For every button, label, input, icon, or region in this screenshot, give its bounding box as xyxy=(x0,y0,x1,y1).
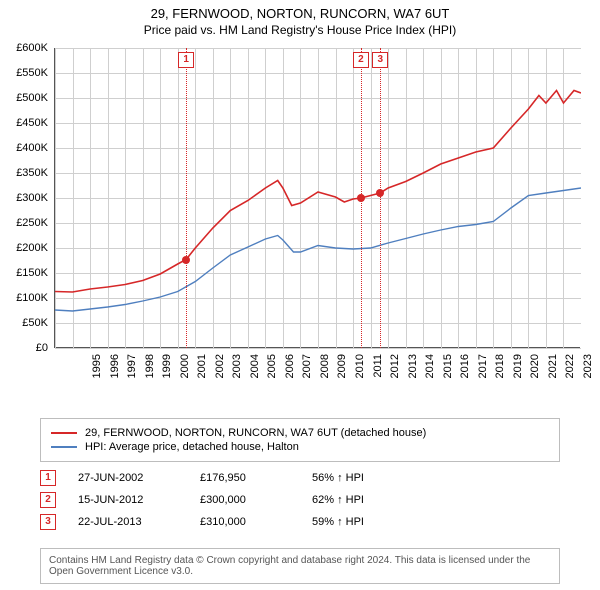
marker-number-icon: 1 xyxy=(178,52,194,68)
marker-number-icon: 3 xyxy=(372,52,388,68)
x-tick-label: 2019 xyxy=(512,354,524,394)
marker-dot-icon xyxy=(357,194,365,202)
x-tick-label: 2016 xyxy=(459,354,471,394)
transaction-marker-icon: 2 xyxy=(40,492,56,508)
x-tick-label: 2007 xyxy=(301,354,313,394)
legend-swatch xyxy=(51,446,77,448)
x-tick-label: 2022 xyxy=(564,354,576,394)
transaction-hpi: 59% ↑ HPI xyxy=(312,516,364,528)
x-tick-label: 2013 xyxy=(407,354,419,394)
x-tick-label: 2021 xyxy=(547,354,559,394)
chart: £0 £50K £100K £150K £200K £250K £300K £350K £400… xyxy=(0,40,600,410)
plot-area: 1 23 xyxy=(54,48,580,348)
x-tick-label: 2006 xyxy=(284,354,296,394)
x-tick-label: 2012 xyxy=(389,354,401,394)
transaction-price: £300,000 xyxy=(200,494,290,506)
transaction-hpi: 56% ↑ HPI xyxy=(312,472,364,484)
marker-dot-icon xyxy=(182,256,190,264)
transaction-price: £176,950 xyxy=(200,472,290,484)
marker-dashline xyxy=(380,48,381,348)
x-tick-label: 1997 xyxy=(126,354,138,394)
y-tick-label: £450K xyxy=(0,117,48,129)
transaction-marker-icon: 1 xyxy=(40,470,56,486)
transaction-date: 22-JUL-2013 xyxy=(78,516,178,528)
legend-label: HPI: Average price, detached house, Halt… xyxy=(85,441,299,453)
series-line xyxy=(55,188,581,311)
legend-swatch xyxy=(51,432,77,434)
transaction-hpi: 62% ↑ HPI xyxy=(312,494,364,506)
y-tick-label: £150K xyxy=(0,267,48,279)
y-tick-label: £100K xyxy=(0,292,48,304)
x-tick-label: 2009 xyxy=(336,354,348,394)
x-tick-label: 2001 xyxy=(196,354,208,394)
y-tick-label: £400K xyxy=(0,142,48,154)
legend-label: 29, FERNWOOD, NORTON, RUNCORN, WA7 6UT (… xyxy=(85,427,426,439)
y-tick-label: £0 xyxy=(0,342,48,354)
legend-row: HPI: Average price, detached house, Halt… xyxy=(51,441,549,453)
y-tick-label: £500K xyxy=(0,92,48,104)
x-tick-label: 2002 xyxy=(214,354,226,394)
x-tick-label: 2011 xyxy=(372,354,384,394)
x-tick-label: 2014 xyxy=(424,354,436,394)
page-title: 29, FERNWOOD, NORTON, RUNCORN, WA7 6UT xyxy=(0,0,600,21)
x-tick-label: 1995 xyxy=(91,354,103,394)
transaction-date: 15-JUN-2012 xyxy=(78,494,178,506)
x-tick-label: 2000 xyxy=(179,354,191,394)
x-tick-label: 2018 xyxy=(494,354,506,394)
x-tick-label: 1998 xyxy=(144,354,156,394)
transaction-table: 1 27-JUN-2002 £176,950 56% ↑ HPI 2 15-JU… xyxy=(40,464,560,536)
x-tick-label: 2005 xyxy=(266,354,278,394)
x-tick-label: 2017 xyxy=(477,354,489,394)
y-tick-label: £250K xyxy=(0,217,48,229)
y-tick-label: £200K xyxy=(0,242,48,254)
legend-row: 29, FERNWOOD, NORTON, RUNCORN, WA7 6UT (… xyxy=(51,427,549,439)
x-tick-label: 2010 xyxy=(354,354,366,394)
series-line xyxy=(55,91,581,293)
transaction-row: 2 15-JUN-2012 £300,000 62% ↑ HPI xyxy=(40,492,560,508)
x-tick-label: 2008 xyxy=(319,354,331,394)
marker-number-icon: 2 xyxy=(353,52,369,68)
x-tick-label: 1999 xyxy=(161,354,173,394)
x-tick-label: 2003 xyxy=(231,354,243,394)
marker-dashline xyxy=(186,48,187,348)
chart-lines xyxy=(55,48,581,348)
footer-notice: Contains HM Land Registry data © Crown c… xyxy=(40,548,560,584)
transaction-price: £310,000 xyxy=(200,516,290,528)
legend: 29, FERNWOOD, NORTON, RUNCORN, WA7 6UT (… xyxy=(40,418,560,462)
y-tick-label: £550K xyxy=(0,67,48,79)
y-tick-label: £300K xyxy=(0,192,48,204)
x-tick-label: 2004 xyxy=(249,354,261,394)
x-tick-label: 2020 xyxy=(529,354,541,394)
transaction-date: 27-JUN-2002 xyxy=(78,472,178,484)
transaction-marker-icon: 3 xyxy=(40,514,56,530)
x-tick-label: 2015 xyxy=(442,354,454,394)
transaction-row: 3 22-JUL-2013 £310,000 59% ↑ HPI xyxy=(40,514,560,530)
y-tick-label: £50K xyxy=(0,317,48,329)
x-tick-label: 1996 xyxy=(109,354,121,394)
y-tick-label: £600K xyxy=(0,42,48,54)
transaction-row: 1 27-JUN-2002 £176,950 56% ↑ HPI xyxy=(40,470,560,486)
y-tick-label: £350K xyxy=(0,167,48,179)
marker-dot-icon xyxy=(376,189,384,197)
page: 29, FERNWOOD, NORTON, RUNCORN, WA7 6UT P… xyxy=(0,0,600,590)
x-tick-label: 2023 xyxy=(582,354,594,394)
page-subtitle: Price paid vs. HM Land Registry's House … xyxy=(0,23,600,37)
